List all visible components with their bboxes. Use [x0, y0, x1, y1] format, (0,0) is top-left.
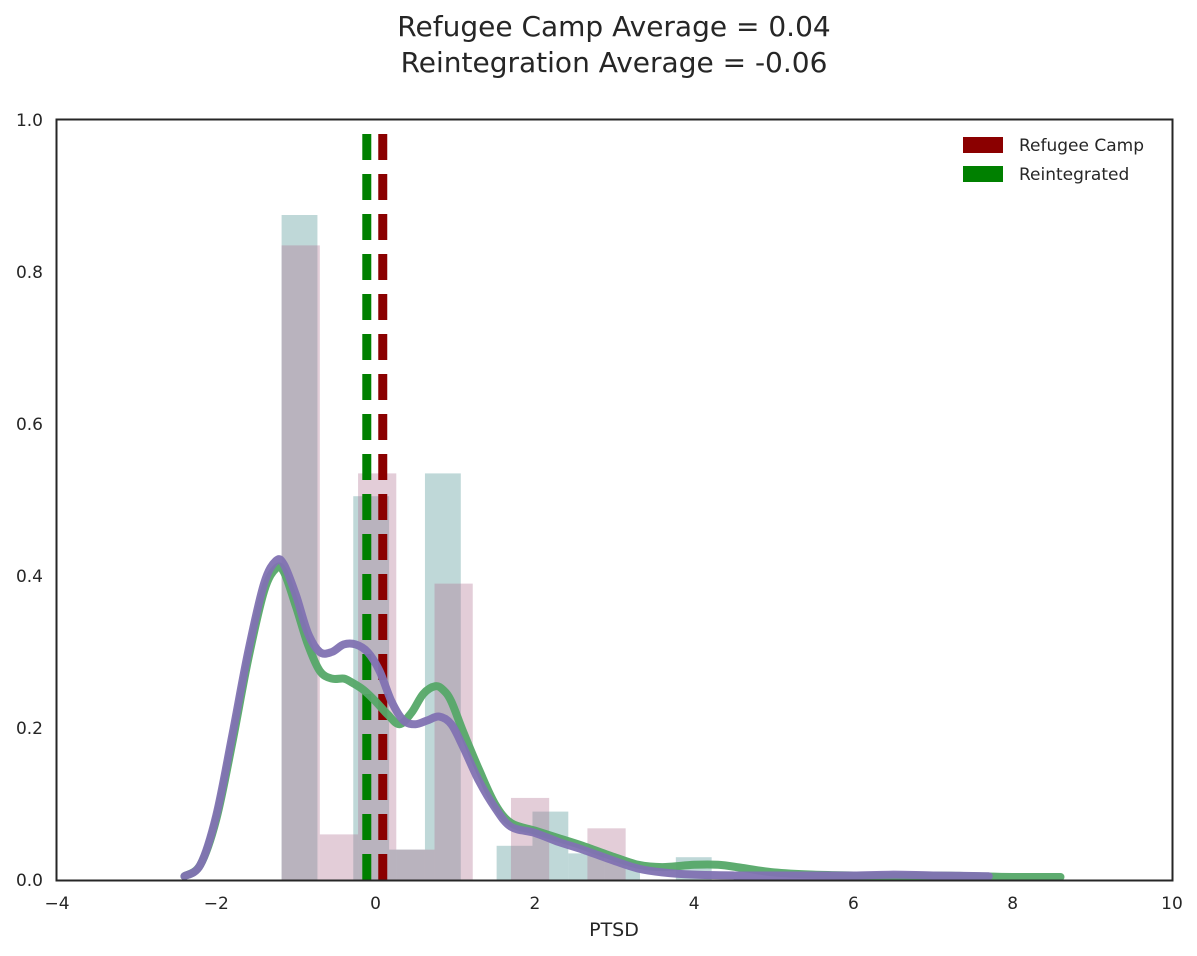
y-tick-label: 0.4 — [16, 567, 43, 587]
hist-bar-reintegrated-2 — [389, 849, 425, 880]
legend-label-refugee-camp: Refugee Camp — [1019, 136, 1144, 156]
x-tick-label: −2 — [204, 894, 229, 914]
plot-area — [180, 131, 1065, 882]
hist-bar-reintegrated-3 — [424, 473, 461, 880]
legend: Refugee Camp Reintegrated — [963, 136, 1144, 185]
chart-title: Refugee Camp Average = 0.04 Reintegratio… — [397, 10, 830, 79]
legend-swatch-reintegrated — [963, 166, 1003, 182]
hist-bar-refugee-camp-3 — [396, 849, 435, 880]
legend-label-reintegrated: Reintegrated — [1019, 165, 1129, 185]
x-tick-label: −4 — [44, 894, 69, 914]
kde-curve-refugee-camp — [180, 555, 993, 881]
x-axis: −4 −2 0 2 4 6 8 10 — [44, 894, 1182, 914]
y-tick-label: 0.0 — [16, 871, 43, 891]
legend-swatch-refugee-camp — [963, 137, 1003, 153]
y-axis: 0.0 0.2 0.4 0.6 0.8 1.0 — [16, 111, 43, 891]
hist-bar-refugee-camp-1 — [319, 834, 359, 880]
hist-bar-reintegrated-0 — [281, 215, 318, 880]
x-tick-label: 2 — [529, 894, 540, 914]
hist-bar-reintegrated-4 — [496, 845, 533, 880]
x-axis-label: PTSD — [589, 919, 639, 941]
x-tick-label: 10 — [1161, 894, 1183, 914]
hist-bar-refugee-camp-0 — [281, 245, 320, 880]
y-tick-label: 0.2 — [16, 719, 43, 739]
title-line-2: Reintegration Average = -0.06 — [401, 46, 828, 79]
x-tick-label: 6 — [848, 894, 859, 914]
y-tick-label: 0.6 — [16, 415, 43, 435]
y-tick-label: 1.0 — [16, 111, 43, 131]
y-tick-label: 0.8 — [16, 263, 43, 283]
plot-frame — [55, 118, 1174, 882]
x-tick-label: 8 — [1007, 894, 1018, 914]
x-tick-label: 0 — [370, 894, 381, 914]
x-tick-label: 4 — [689, 894, 700, 914]
title-line-1: Refugee Camp Average = 0.04 — [397, 10, 830, 43]
